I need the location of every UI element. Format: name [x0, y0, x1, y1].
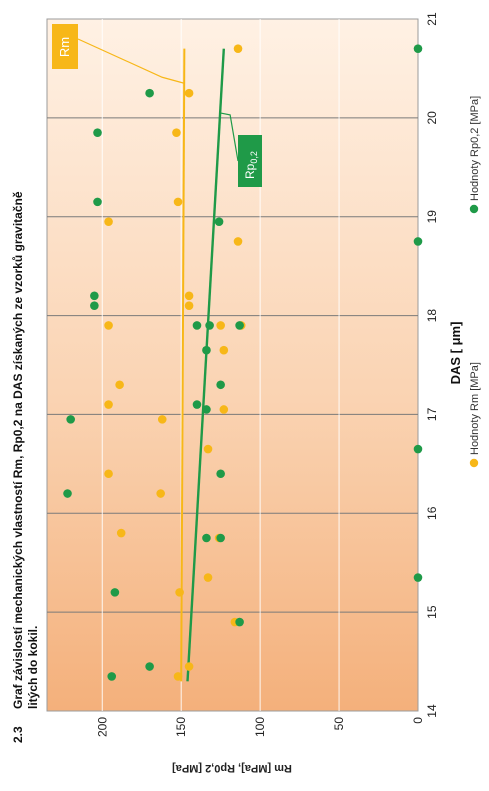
y-axis-label: Rm [MPa], Rp0,2 [MPa] [172, 762, 292, 774]
point-rm-4 [203, 573, 213, 582]
point-rp02-2 [235, 617, 244, 627]
point-rm-19 [184, 291, 194, 301]
point-rm-20 [233, 237, 243, 246]
callout-box-rp02 [238, 135, 262, 187]
point-rm-9 [203, 444, 213, 454]
x-tick-label-21: 21 [425, 12, 439, 26]
trendline-rp02 [186, 48, 226, 682]
callout-label-rp02: Rp0,2 [243, 151, 259, 179]
callout-box-rm [52, 24, 78, 69]
callout-label-rm: Rm [57, 37, 72, 57]
legend: Hodnoty Rm [MPa] Hodnoty Rp0,2 [MPa] [469, 96, 481, 468]
point-rp02-1 [145, 662, 154, 671]
point-rp02-8 [216, 469, 225, 479]
y-tick-label-0: 0 [411, 717, 425, 724]
x-tick-label-17: 17 [425, 407, 439, 421]
point-rp02-9 [413, 444, 423, 454]
point-rp02-23 [93, 128, 102, 137]
point-rm-23 [172, 128, 181, 137]
x-tick-label-18: 18 [425, 309, 439, 323]
point-rp02-5 [202, 533, 211, 543]
point-rp02-6 [216, 533, 225, 543]
y-tick-label-100: 100 [253, 717, 267, 737]
point-rp02-17 [235, 321, 244, 330]
legend-marker-rp [469, 204, 479, 214]
point-rp02-0 [107, 672, 117, 681]
point-rm-12 [104, 400, 113, 409]
trendline-rm [180, 48, 186, 682]
x-tick-label-15: 15 [425, 605, 439, 619]
point-rp02-19 [90, 291, 99, 301]
point-rm-16 [216, 321, 225, 330]
chart-title-line-2: litých do kokil. [26, 626, 40, 709]
chart-title: Graf závislostí mechanických vlastností … [11, 188, 40, 709]
point-rm-11 [219, 405, 229, 414]
point-rm-0 [173, 672, 183, 681]
legend-marker-rm [469, 458, 479, 468]
point-rm-21 [104, 217, 113, 226]
chart-title-line-1: Graf závislostí mechanických vlastností … [11, 191, 25, 709]
point-rm-15 [104, 321, 113, 330]
point-rp02-13 [216, 380, 225, 390]
chart-title-number: 2.3 [11, 726, 25, 743]
point-rp02-14 [202, 345, 211, 355]
point-rm-18 [184, 301, 194, 310]
y-tick-label-200: 200 [95, 717, 109, 737]
x-axis-ticks: 14 15 16 17 18 19 20 21 [425, 12, 439, 718]
point-rp02-16 [205, 321, 214, 330]
point-rp02-4 [413, 573, 423, 582]
point-rm-7 [156, 489, 165, 498]
point-rp02-3 [110, 588, 120, 597]
point-rp02-11 [202, 405, 211, 414]
point-rp02-24 [145, 88, 154, 98]
point-rm-6 [116, 528, 126, 538]
trendlines [180, 48, 226, 682]
callout-leader-rp02 [220, 112, 239, 162]
y-tick-label-50: 50 [332, 717, 346, 731]
point-rm-25 [233, 44, 243, 53]
point-rp02-22 [93, 197, 102, 207]
point-rp02-7 [63, 489, 72, 498]
y-tick-label-150: 150 [174, 717, 188, 737]
trendline-labels: Rm Rp0,2 [52, 24, 262, 187]
point-rm-22 [173, 197, 183, 207]
point-rp02-12 [192, 400, 202, 409]
x-tick-label-14: 14 [425, 704, 439, 718]
point-rp02-25 [413, 44, 423, 53]
point-rm-10 [157, 415, 167, 424]
point-rm-1 [184, 662, 194, 671]
point-rm-13 [115, 380, 124, 390]
point-rm-24 [184, 88, 194, 98]
x-axis-label: DAS [ μm] [448, 322, 463, 385]
x-tick-label-20: 20 [425, 111, 439, 125]
callout-leader-rm [77, 38, 185, 84]
point-rp02-18 [90, 301, 99, 310]
y-axis-ticks: 0 50 100 150 200 [95, 717, 425, 737]
x-tick-label-19: 19 [425, 210, 439, 224]
legend-label-rm: Hodnoty Rm [MPa] [469, 362, 481, 455]
plot-area [46, 18, 419, 712]
legend-label-rp: Hodnoty Rp0,2 [MPa] [469, 96, 481, 201]
point-rp02-21 [214, 217, 224, 226]
x-tick-label-16: 16 [425, 506, 439, 520]
point-rm-14 [219, 345, 229, 355]
point-rm-3 [175, 588, 184, 597]
point-rp02-15 [192, 321, 202, 330]
data-points [63, 44, 423, 681]
point-rp02-20 [413, 237, 423, 246]
point-rm-8 [104, 469, 113, 479]
point-rp02-10 [66, 415, 75, 424]
